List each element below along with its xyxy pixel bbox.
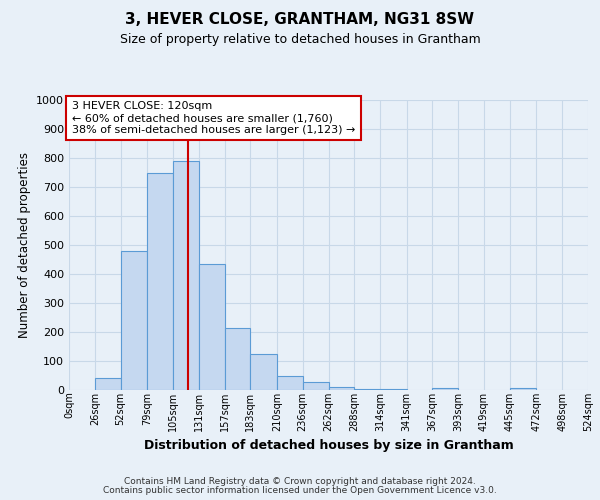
- Bar: [354, 389, 380, 390]
- Bar: [147, 172, 173, 390]
- Text: 3, HEVER CLOSE, GRANTHAM, NG31 8SW: 3, HEVER CLOSE, GRANTHAM, NG31 8SW: [125, 12, 475, 28]
- Bar: [95, 378, 121, 390]
- Bar: [277, 376, 303, 390]
- X-axis label: Distribution of detached houses by size in Grantham: Distribution of detached houses by size …: [143, 439, 514, 452]
- Bar: [173, 161, 199, 390]
- Text: Size of property relative to detached houses in Grantham: Size of property relative to detached ho…: [119, 32, 481, 46]
- Bar: [199, 264, 224, 390]
- Text: 3 HEVER CLOSE: 120sqm
← 60% of detached houses are smaller (1,760)
38% of semi-d: 3 HEVER CLOSE: 120sqm ← 60% of detached …: [71, 102, 355, 134]
- Text: Contains HM Land Registry data © Crown copyright and database right 2024.: Contains HM Land Registry data © Crown c…: [124, 477, 476, 486]
- Bar: [303, 382, 329, 390]
- Bar: [121, 251, 147, 390]
- Bar: [510, 388, 536, 390]
- Bar: [224, 328, 250, 390]
- Bar: [433, 388, 458, 390]
- Bar: [329, 386, 354, 390]
- Text: Contains public sector information licensed under the Open Government Licence v3: Contains public sector information licen…: [103, 486, 497, 495]
- Bar: [250, 354, 277, 390]
- Y-axis label: Number of detached properties: Number of detached properties: [17, 152, 31, 338]
